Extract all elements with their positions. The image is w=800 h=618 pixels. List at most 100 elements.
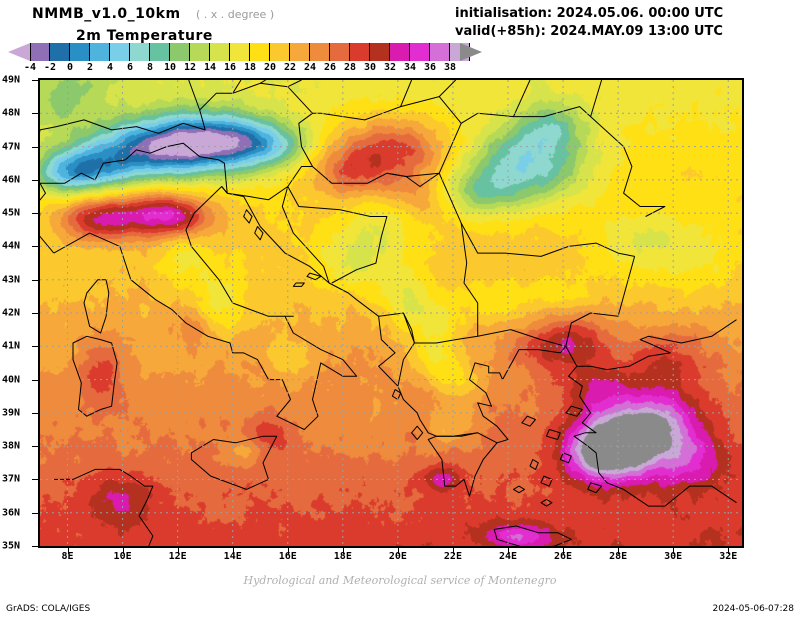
longitude-tick-mark <box>122 548 124 554</box>
colorbar-cell-20 <box>430 43 450 61</box>
temperature-colorbar: -4 -2 0 2 4 6 8 10 12 14 16 18 20 22 24 26 28 30 32 34 36 38 <box>8 43 482 73</box>
colorbar-below-min-arrow-icon <box>8 43 30 61</box>
longitude-tick-mark <box>673 548 675 554</box>
colorbar-cell-7 <box>170 43 190 61</box>
colorbar-cell-15 <box>330 43 350 61</box>
colorbar-tick-4: 4 <box>106 62 114 73</box>
model-title: NMMB_v1.0_10km <box>32 6 181 22</box>
longitude-tick-8E: 8E <box>61 551 74 562</box>
latitude-tick-mark <box>32 446 38 448</box>
colorbar-cell-1 <box>50 43 70 61</box>
latitude-tick-mark <box>32 313 38 314</box>
longitude-tick-mark <box>67 548 69 554</box>
colorbar-cell-18 <box>390 43 410 61</box>
temperature-map[interactable] <box>38 78 744 548</box>
grads-tag: GrADS: COLA/IGES <box>6 604 91 614</box>
longitude-tick-16E: 16E <box>278 551 297 562</box>
colorbar-cell-16 <box>350 43 370 61</box>
latitude-tick-mark <box>32 179 38 181</box>
latitude-tick-48N: 48N <box>2 107 21 119</box>
colorbar-tick-32: 32 <box>383 62 397 73</box>
latitude-tick-35N: 35N <box>2 540 21 552</box>
longitude-tick-32E: 32E <box>719 551 738 562</box>
colorbar-cell-10 <box>230 43 250 61</box>
colorbar-tick-10: 10 <box>163 62 177 73</box>
longitude-tick-26E: 26E <box>554 551 573 562</box>
longitude-tick-28E: 28E <box>609 551 628 562</box>
longitude-tick-mark <box>397 548 399 554</box>
colorbar-tick-16: 16 <box>223 62 237 73</box>
latitude-tick-37N: 37N <box>2 473 21 485</box>
colorbar-tick-20: 20 <box>263 62 277 73</box>
longitude-tick-mark <box>728 548 730 554</box>
longitude-tick-22E: 22E <box>443 551 462 562</box>
latitude-tick-mark <box>32 346 38 348</box>
latitude-tick-40N: 40N <box>2 374 21 386</box>
colorbar-cell-5 <box>130 43 150 61</box>
longitude-tick-20E: 20E <box>388 551 407 562</box>
latitude-tick-47N: 47N <box>2 141 21 153</box>
longitude-tick-18E: 18E <box>333 551 352 562</box>
colorbar-tick-6: 6 <box>126 62 134 73</box>
latitude-tick-mark <box>32 546 38 547</box>
latitude-tick-mark <box>32 113 38 115</box>
colorbar-cell-8 <box>190 43 210 61</box>
colorbar-above-max-arrow-icon <box>460 43 482 61</box>
latitude-tick-39N: 39N <box>2 407 21 419</box>
colorbar-tick-0: 0 <box>66 62 74 73</box>
longitude-tick-14E: 14E <box>223 551 242 562</box>
colorbar-tick-28: 28 <box>343 62 357 73</box>
longitude-tick-24E: 24E <box>498 551 518 562</box>
latitude-tick-44N: 44N <box>2 240 21 252</box>
latitude-tick-mark <box>32 479 38 481</box>
service-credit: Hydrological and Meteorological service … <box>243 574 557 587</box>
colorbar-cells <box>30 43 470 61</box>
longitude-tick-12E: 12E <box>168 551 187 562</box>
colorbar-cell-9 <box>210 43 230 61</box>
latitude-tick-mark <box>32 379 38 381</box>
longitude-tick-mark <box>177 548 179 554</box>
longitude-tick-mark <box>508 548 509 554</box>
colorbar-tick-12: 12 <box>183 62 197 73</box>
colorbar-tick-22: 22 <box>283 62 297 73</box>
latitude-tick-mark <box>32 213 38 215</box>
longitude-tick-mark <box>563 548 565 554</box>
render-timestamp: 2024-05-06-07:28 <box>712 604 795 614</box>
colorbar-cell-2 <box>70 43 90 61</box>
colorbar-tick-14: 14 <box>203 62 217 73</box>
temperature-field-raster <box>40 80 742 546</box>
colorbar-cell-13 <box>290 43 310 61</box>
colorbar-cell-3 <box>90 43 110 61</box>
longitude-tick-30E: 30E <box>664 551 683 562</box>
colorbar-cell-4 <box>110 43 130 61</box>
colorbar-tick-2: 2 <box>86 62 94 73</box>
colorbar-tick-18: 18 <box>243 62 257 73</box>
colorbar-tick--4: -4 <box>23 62 37 73</box>
colorbar-tick-36: 36 <box>423 62 437 73</box>
latitude-tick-42N: 42N <box>2 307 21 319</box>
longitude-tick-mark <box>232 548 234 554</box>
field-title: 2m Temperature <box>76 28 213 44</box>
longitude-tick-mark <box>342 548 344 554</box>
longitude-tick-mark <box>287 548 289 554</box>
colorbar-cell-12 <box>270 43 290 61</box>
colorbar-tick-8: 8 <box>146 62 154 73</box>
latitude-tick-mark <box>32 279 38 281</box>
latitude-tick-mark <box>32 412 38 414</box>
colorbar-tick--2: -2 <box>43 62 57 73</box>
model-units-note: ( . x . degree ) <box>196 8 275 21</box>
latitude-tick-45N: 45N <box>2 207 21 219</box>
latitude-tick-43N: 43N <box>2 274 21 286</box>
colorbar-tick-30: 30 <box>363 62 377 73</box>
initialisation-time: initialisation: 2024.05.06. 00:00 UTC <box>455 6 724 21</box>
colorbar-cell-19 <box>410 43 430 61</box>
colorbar-cell-14 <box>310 43 330 61</box>
colorbar-cell-11 <box>250 43 270 61</box>
colorbar-tick-24: 24 <box>303 62 317 73</box>
colorbar-cell-0 <box>30 43 50 61</box>
latitude-tick-mark <box>32 512 38 514</box>
longitude-tick-mark <box>452 548 454 554</box>
colorbar-tick-34: 34 <box>403 62 417 73</box>
latitude-tick-49N: 49N <box>2 74 21 86</box>
latitude-tick-mark <box>32 80 38 81</box>
